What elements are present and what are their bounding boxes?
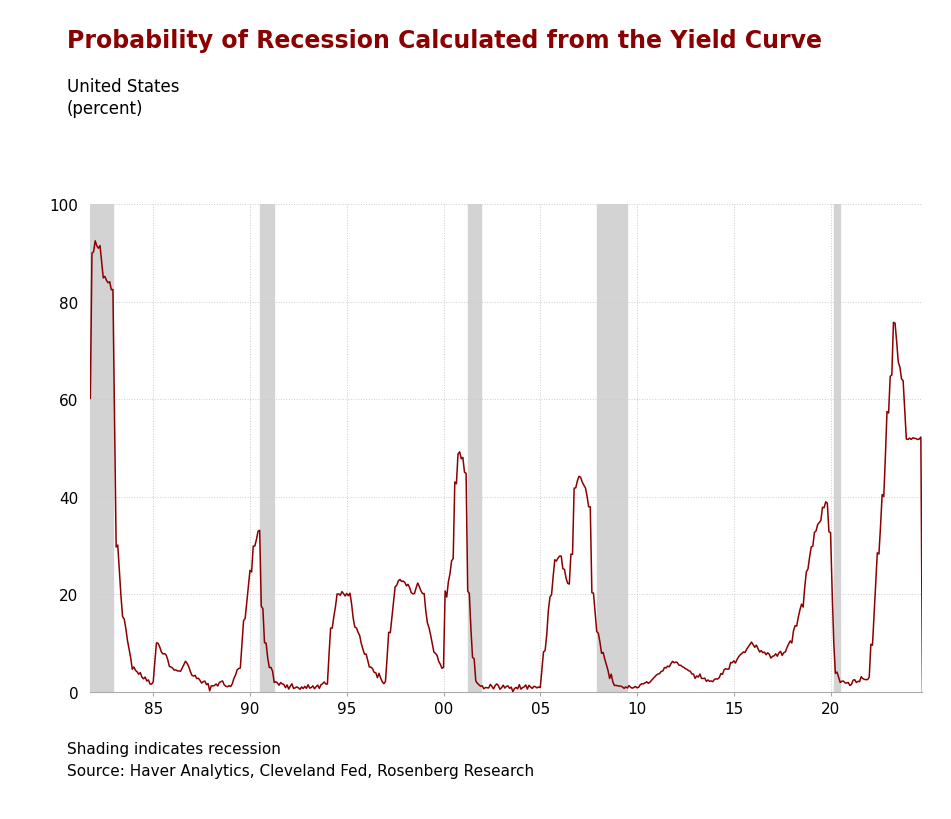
Bar [260,205,274,692]
Text: United States: United States [67,78,179,96]
Bar [468,205,480,692]
Text: Source: Haver Analytics, Cleveland Fed, Rosenberg Research: Source: Haver Analytics, Cleveland Fed, … [67,763,534,778]
Bar [597,205,628,692]
Bar [834,205,841,692]
Bar [90,205,113,692]
Text: (percent): (percent) [67,100,143,118]
Text: Probability of Recession Calculated from the Yield Curve: Probability of Recession Calculated from… [67,29,822,52]
Text: Shading indicates recession: Shading indicates recession [67,741,281,756]
